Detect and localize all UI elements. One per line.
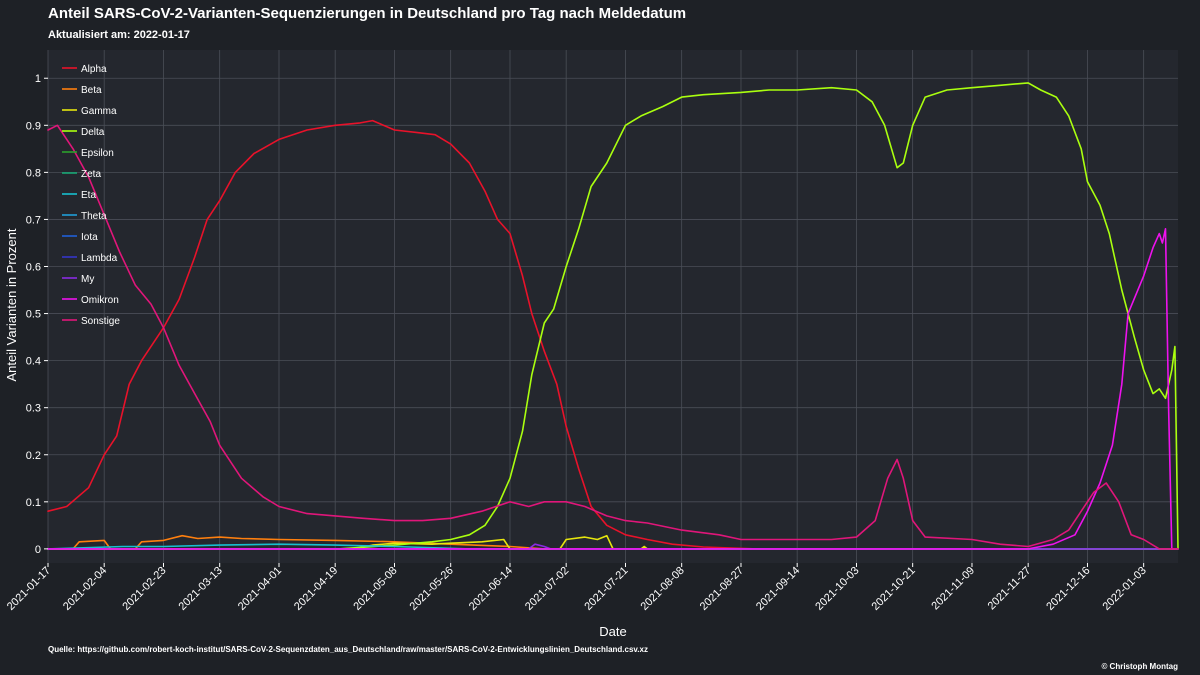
x-tick-label: 2021-01-17	[5, 565, 53, 613]
copyright-note: © Christoph Montag	[1101, 662, 1178, 671]
legend: Alpha Beta Gamma Delta Epsilon Zeta Eta Theta Io…	[62, 64, 120, 327]
x-tick-label: 2021-03-13	[177, 565, 225, 613]
series-line-delta	[47, 82, 1179, 550]
legend-label-theta: Theta	[81, 211, 107, 222]
y-tick-label: 0.4	[26, 356, 41, 368]
series-line-beta	[47, 534, 1179, 550]
chart-subtitle: Aktualisiert am: 2022-01-17	[48, 29, 190, 41]
y-tick-label: 0.9	[26, 120, 41, 132]
legend-label-iota: Iota	[81, 232, 98, 243]
legend-label-my: My	[81, 274, 94, 285]
legend-label-epsilon: Epsilon	[81, 148, 114, 159]
x-tick-label: 2021-07-21	[582, 565, 630, 613]
x-tick-label: 2021-04-19	[292, 565, 340, 613]
x-axis-label: Date	[599, 624, 626, 639]
legend-label-beta: Beta	[81, 85, 102, 96]
x-tick-label: 2021-10-03	[813, 565, 861, 613]
legend-label-lambda: Lambda	[81, 253, 118, 264]
series-lines	[47, 82, 1179, 550]
x-tick-label: 2021-02-04	[61, 565, 109, 613]
x-tick-label: 2021-12-16	[1044, 565, 1092, 613]
series-line-omikron	[47, 228, 1179, 550]
y-tick-label: 0.7	[26, 214, 41, 226]
x-tick-label: 2021-07-02	[523, 565, 571, 613]
legend-label-zeta: Zeta	[81, 169, 101, 180]
legend-label-eta: Eta	[81, 190, 96, 201]
x-tick-label: 2021-06-14	[467, 565, 515, 613]
series-line-sonstige	[47, 124, 1179, 550]
x-tick-label: 2021-10-21	[870, 565, 918, 613]
x-tick-label: 2021-11-27	[986, 565, 1034, 613]
y-tick-label: 0.2	[26, 450, 41, 462]
source-note: Quelle: https://github.com/robert-koch-i…	[48, 645, 648, 654]
x-axis-ticks: 2021-01-17 2021-02-04 2021-02-23 2021-03-13…	[5, 563, 1149, 613]
x-tick-label: 2021-05-26	[408, 565, 456, 613]
y-tick-label: 0.1	[26, 497, 41, 509]
x-tick-label: 2021-11-09	[929, 565, 977, 613]
y-tick-label: 0	[35, 544, 41, 556]
legend-label-delta: Delta	[81, 127, 105, 138]
y-tick-label: 0.5	[26, 309, 41, 321]
y-axis-label: Anteil Varianten in Prozent	[4, 228, 19, 381]
legend-label-sonstige: Sonstige	[81, 316, 120, 327]
chart-title: Anteil SARS-CoV-2-Varianten-Sequenzierun…	[48, 5, 687, 22]
legend-label-alpha: Alpha	[81, 64, 107, 75]
plot-area	[48, 50, 1178, 563]
x-tick-label: 2021-08-08	[639, 565, 687, 613]
x-tick-label: 2021-08-27	[698, 565, 746, 613]
legend-label-gamma: Gamma	[81, 106, 117, 117]
x-tick-label: 2022-01-03	[1101, 565, 1149, 613]
y-tick-label: 1	[35, 73, 41, 85]
x-tick-label: 2021-09-14	[754, 565, 802, 613]
grid-lines	[47, 50, 1178, 563]
y-tick-label: 0.8	[26, 167, 41, 179]
y-tick-label: 0.3	[26, 403, 41, 415]
x-tick-label: 2021-05-08	[351, 565, 399, 613]
legend-label-omikron: Omikron	[81, 295, 119, 306]
x-tick-label: 2021-02-23	[120, 565, 168, 613]
x-tick-label: 2021-04-01	[236, 565, 284, 613]
y-tick-label: 0.6	[26, 261, 41, 273]
y-axis-ticks: 0 0.1 0.2 0.3 0.4 0.5 0.6 0.7 0.8 0.9 1	[26, 73, 48, 556]
